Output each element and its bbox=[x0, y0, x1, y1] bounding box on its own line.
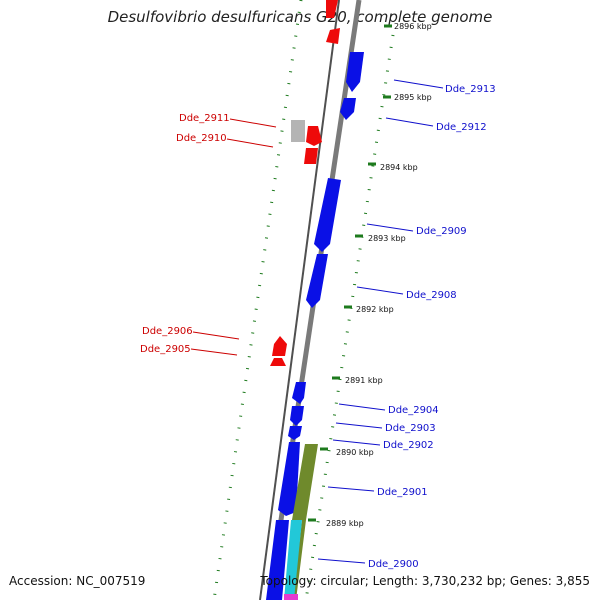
label-dde-2900[interactable]: Dde_2900 bbox=[368, 559, 419, 570]
gene-dde-2901 bbox=[278, 442, 300, 516]
gene-dde-2908 bbox=[306, 254, 328, 308]
forward-leaders bbox=[317, 79, 444, 564]
label-dde-2911[interactable]: Dde_2911 bbox=[179, 113, 230, 124]
gene-dde-2900 bbox=[266, 520, 289, 600]
gene-dde-2909 bbox=[314, 178, 341, 252]
label-dde-2906[interactable]: Dde_2906 bbox=[142, 326, 193, 337]
gene-top bbox=[326, 0, 338, 18]
gene-dde-2905 bbox=[270, 358, 286, 366]
label-dde-2909[interactable]: Dde_2909 bbox=[416, 226, 467, 237]
label-dde-2901[interactable]: Dde_2901 bbox=[377, 487, 428, 498]
olive-feature-lower bbox=[293, 520, 306, 600]
label-dde-2912[interactable]: Dde_2912 bbox=[436, 122, 487, 133]
tick-label-2890: 2890 kbp bbox=[336, 448, 374, 457]
tick-label-2892: 2892 kbp bbox=[356, 305, 394, 314]
gene-dde-2912 bbox=[340, 98, 356, 120]
accession-text: Accession: NC_007519 bbox=[9, 574, 146, 588]
magenta-feature bbox=[284, 594, 298, 600]
gene-top-arrow bbox=[326, 28, 340, 44]
inner-tick-track bbox=[304, 34, 395, 600]
gene-dde-2903b bbox=[288, 426, 302, 440]
label-dde-2910[interactable]: Dde_2910 bbox=[176, 133, 227, 144]
reverse-gene-track bbox=[270, 0, 340, 366]
label-dde-2913[interactable]: Dde_2913 bbox=[445, 84, 496, 95]
olive-feature bbox=[292, 444, 318, 520]
label-dde-2905[interactable]: Dde_2905 bbox=[140, 344, 191, 355]
gene-dde-2906 bbox=[272, 336, 287, 356]
gene-dde-2910 bbox=[306, 126, 322, 146]
gene-dde-2911 bbox=[291, 120, 305, 142]
label-dde-2904[interactable]: Dde_2904 bbox=[388, 405, 439, 416]
cyan-feature bbox=[284, 520, 302, 600]
label-dde-2902[interactable]: Dde_2902 bbox=[383, 440, 434, 451]
tick-label-2896: 2896 kbp bbox=[394, 22, 432, 31]
map-title: Desulfovibrio desulfuricans G20, complet… bbox=[107, 8, 493, 26]
gene-dde-2913 bbox=[346, 52, 364, 92]
label-dde-2908[interactable]: Dde_2908 bbox=[406, 290, 457, 301]
reverse-leaders bbox=[190, 118, 277, 356]
genome-info-text: Topology: circular; Length: 3,730,232 bp… bbox=[260, 574, 590, 588]
tick-label-2893: 2893 kbp bbox=[368, 234, 406, 243]
kbp-ticks bbox=[308, 24, 392, 522]
tick-label-2894: 2894 kbp bbox=[380, 163, 418, 172]
gene-dde-2910b bbox=[304, 148, 318, 164]
label-dde-2903[interactable]: Dde_2903 bbox=[385, 423, 436, 434]
forward-gene-track bbox=[266, 52, 364, 600]
tick-label-2889: 2889 kbp bbox=[326, 519, 364, 528]
gene-dde-2903 bbox=[290, 406, 304, 426]
backbone-dark bbox=[259, 0, 340, 600]
gene-dde-2904 bbox=[292, 382, 306, 404]
tick-label-2891: 2891 kbp bbox=[345, 376, 383, 385]
tick-label-2895: 2895 kbp bbox=[394, 93, 432, 102]
